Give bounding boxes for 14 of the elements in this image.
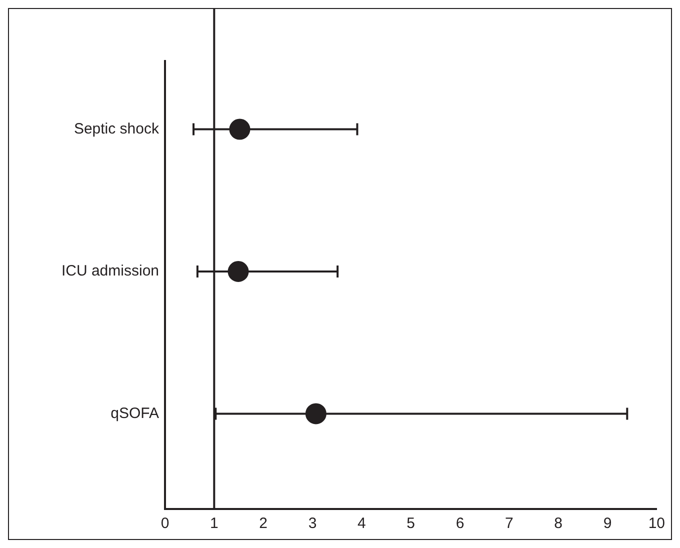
y-tick-label: Septic shock [74, 120, 160, 138]
x-tick-label: 3 [308, 515, 317, 532]
x-tick-label: 4 [357, 515, 366, 532]
y-tick-label: qSOFA [110, 404, 159, 422]
x-tick-label: 8 [554, 515, 562, 532]
x-tick-label: 2 [259, 515, 268, 532]
y-tick-label: ICU admission [61, 262, 159, 280]
x-tick-label: 1 [210, 515, 218, 532]
x-tick-label: 9 [603, 515, 612, 532]
x-tick-label: 0 [160, 515, 170, 532]
x-tick-label: 6 [456, 515, 464, 532]
x-tick-label: 10 [648, 515, 665, 532]
x-tick-label: 5 [406, 515, 415, 532]
x-tick-label: 7 [504, 515, 514, 532]
